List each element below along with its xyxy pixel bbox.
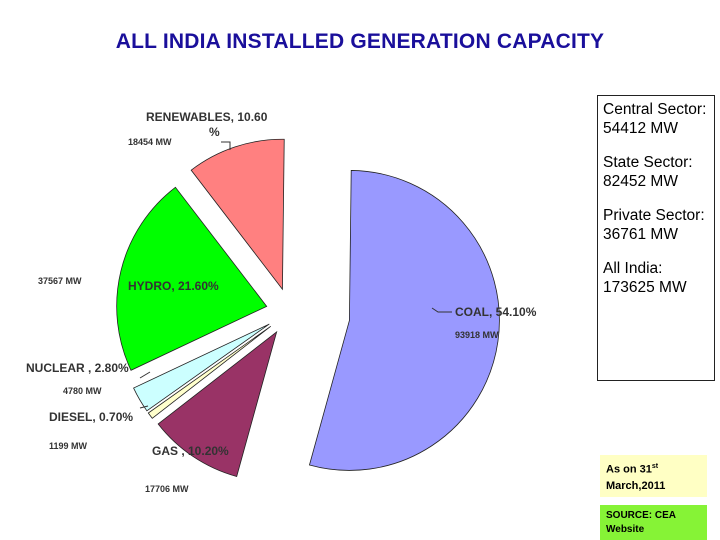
pie-slice-2 — [157, 330, 278, 478]
source-box: SOURCE: CEA Website — [600, 505, 707, 540]
central-sector-text: Central Sector: 54412 MW — [603, 101, 707, 137]
slice-mw-3: 1199 MW — [49, 441, 88, 451]
slice-mw-6: 18454 MW — [128, 137, 172, 147]
slice-label-1: COAL, 54.10% — [455, 305, 537, 319]
leader-line-4 — [221, 141, 231, 150]
slice-label-6: RENEWABLES, 10.60 — [146, 110, 268, 124]
slice-label-5: HYDRO, 21.60% — [128, 279, 219, 293]
pie-slice-5 — [116, 186, 268, 371]
slice-mw-5: 37567 MW — [38, 276, 82, 286]
slice-mw-1: 93918 MW — [455, 330, 499, 340]
slice-label-2: GAS , 10.20% — [152, 444, 229, 458]
pie-slice-3 — [147, 325, 271, 419]
leader-line-2 — [139, 405, 149, 409]
slice-label-3: DIESEL, 0.70% — [49, 410, 133, 424]
leader-line-3 — [139, 371, 151, 379]
all-india-text: All India: 173625 MW — [603, 260, 687, 296]
leader-line-1 — [431, 307, 452, 313]
slice-mw-4: 4780 MW — [63, 386, 102, 396]
pie-chart: COAL, 54.10% 93918 MW GAS , 10.20% 17706 MW… — [26, 110, 537, 494]
state-sector-text: State Sector: 82452 MW — [603, 154, 693, 190]
pie-slice-6 — [190, 138, 285, 291]
sector-info-box: Central Sector: 54412 MW State Sector: 8… — [597, 95, 715, 381]
pie-slice-4 — [133, 323, 270, 412]
private-sector-text: Private Sector: 36761 MW — [603, 207, 705, 243]
pie-slice-1 — [308, 170, 500, 471]
slice-label-4: NUCLEAR , 2.80% — [26, 361, 129, 375]
chart-title: ALL INDIA INSTALLED GENERATION CAPACITY — [115, 30, 605, 53]
as-on-suffix: March,2011 — [606, 479, 666, 492]
as-on-prefix: As on 31 — [606, 463, 652, 476]
as-on-sup: st — [651, 463, 659, 470]
as-on-date-box: As on 31st March,2011 — [600, 455, 707, 497]
slice-mw-2: 17706 MW — [145, 484, 189, 494]
slice-label-6-cont: % — [209, 125, 220, 139]
